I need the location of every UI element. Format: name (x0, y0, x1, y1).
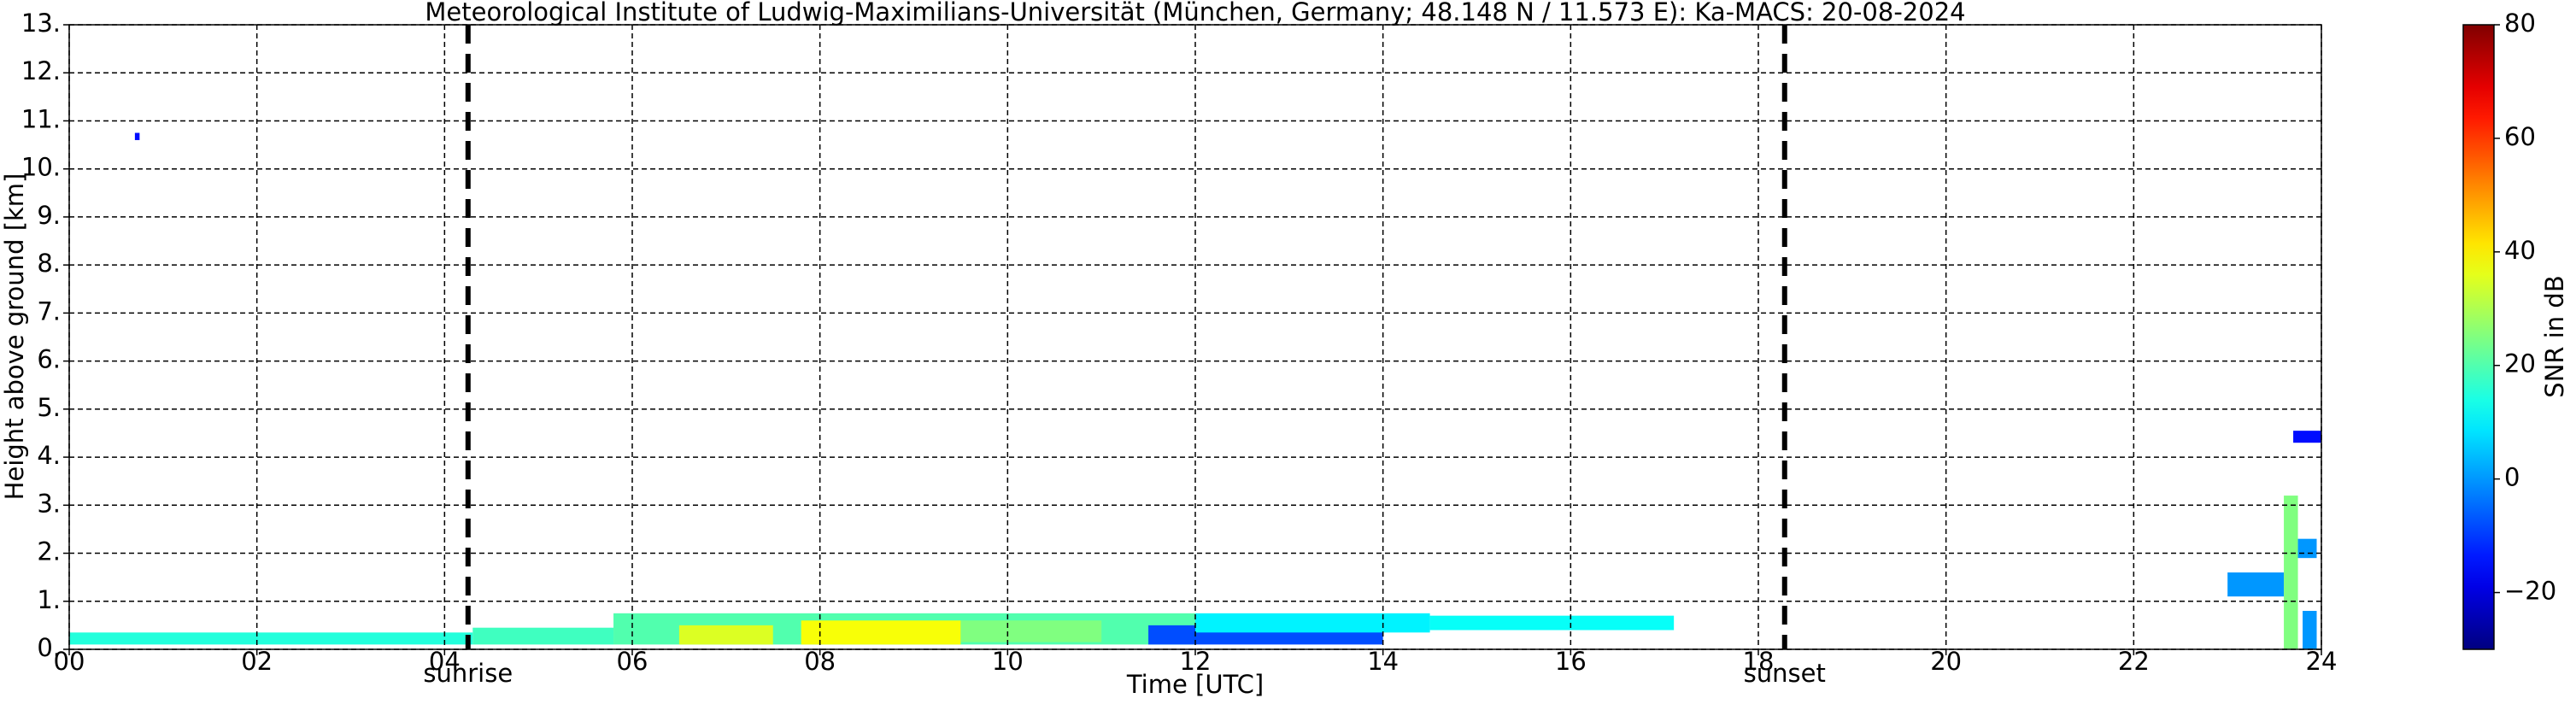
echo-cell (1195, 613, 1430, 633)
y-tick-label: 3. (37, 489, 61, 518)
echo-cell (472, 627, 614, 645)
y-axis-label: Height above ground [km] (0, 173, 29, 501)
x-tick-label: 06 (617, 647, 648, 676)
x-tick-label: 00 (54, 647, 85, 676)
y-tick-label: 6. (37, 345, 61, 374)
x-tick-label: 16 (1555, 647, 1587, 676)
colorbar-tick-label: 80 (2504, 9, 2536, 38)
y-tick-label: 9. (37, 201, 61, 230)
x-tick-label: 08 (804, 647, 836, 676)
colorbar-tick-label: 20 (2504, 349, 2536, 378)
x-tick-label: 10 (992, 647, 1024, 676)
chart-title: Meteorological Institute of Ludwig-Maxim… (425, 0, 1965, 26)
colorbar-tick-label: −20 (2504, 577, 2556, 606)
x-tick-label: 14 (1367, 647, 1399, 676)
colorbar (2462, 24, 2495, 650)
x-tick-label: 02 (241, 647, 273, 676)
colorbar-tick-label: 0 (2504, 463, 2520, 492)
echo-cell (2297, 538, 2317, 559)
echo-cell (134, 132, 140, 140)
echo-cell (69, 632, 473, 645)
x-tick-label: 12 (1180, 647, 1212, 676)
x-tick-label: 22 (2118, 647, 2150, 676)
echo-cell (960, 620, 1102, 642)
y-tick-label: 4. (37, 441, 61, 470)
x-tick-label: 20 (1930, 647, 1962, 676)
x-axis-label: Time [UTC] (1126, 670, 1264, 699)
plot-frame (68, 24, 2322, 650)
y-tick-label: 10. (21, 153, 61, 182)
sun-label: sunset (1744, 659, 1826, 688)
sun-label: sunrise (423, 659, 513, 688)
y-tick-label: 7. (37, 296, 61, 326)
y-tick-label: 12. (21, 56, 61, 85)
echo-cell (678, 625, 773, 645)
echo-cell (801, 620, 961, 645)
colorbar-tick-label: 40 (2504, 236, 2536, 265)
x-tick-label: 24 (2306, 647, 2338, 676)
x-tick-label: 18 (1743, 647, 1775, 676)
colorbar-tick-label: 60 (2504, 122, 2536, 151)
y-tick-label: 0. (37, 633, 61, 662)
y-tick-label: 5. (37, 393, 61, 422)
echo-cell (1429, 615, 1675, 631)
echo-cell (2303, 611, 2317, 649)
y-tick-label: 13. (21, 9, 61, 38)
echo-cell (2284, 496, 2298, 649)
y-tick-label: 1. (37, 585, 61, 614)
echo-cell (2293, 431, 2321, 443)
y-tick-label: 8. (37, 249, 61, 278)
y-tick-label: 11. (21, 104, 61, 133)
y-tick-label: 2. (37, 537, 61, 566)
x-tick-label: 04 (429, 647, 461, 676)
colorbar-label: SNR in dB (2540, 275, 2569, 397)
echo-cell (2227, 572, 2285, 597)
